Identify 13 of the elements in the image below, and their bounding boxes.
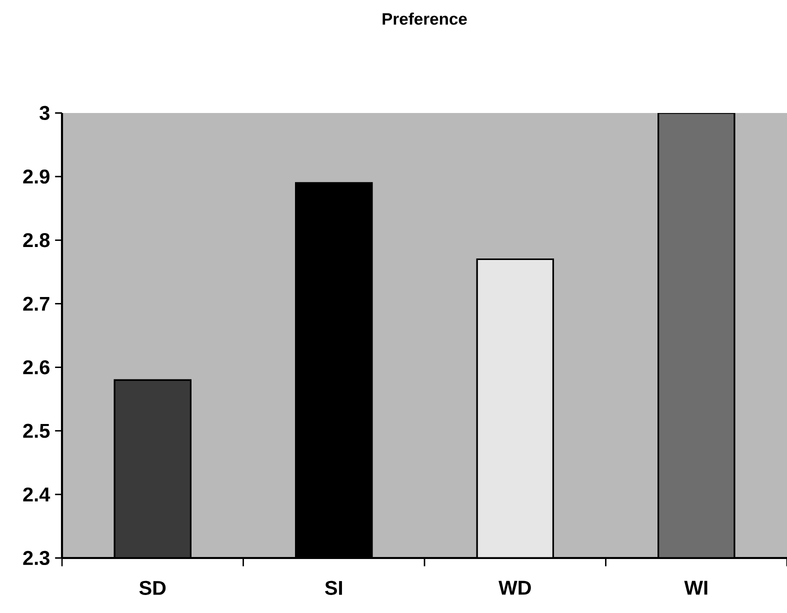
y-tick-label: 2.8 <box>23 233 50 248</box>
y-tick-label: 2.4 <box>23 487 50 502</box>
chart-title: Preference <box>382 12 467 25</box>
x-tick-label: SI <box>325 580 342 595</box>
y-tick-label: 3 <box>40 106 50 120</box>
y-tick-label: 2.9 <box>23 170 50 184</box>
x-tick-label: WI <box>684 580 708 595</box>
y-tick-label: 2.5 <box>23 424 50 438</box>
y-tick-label: 2.6 <box>23 360 50 374</box>
x-tick-label: WD <box>498 580 531 595</box>
x-tick-label: SD <box>139 580 166 595</box>
y-tick-label: 2.7 <box>23 296 50 311</box>
y-tick-label: 2.3 <box>23 550 50 566</box>
